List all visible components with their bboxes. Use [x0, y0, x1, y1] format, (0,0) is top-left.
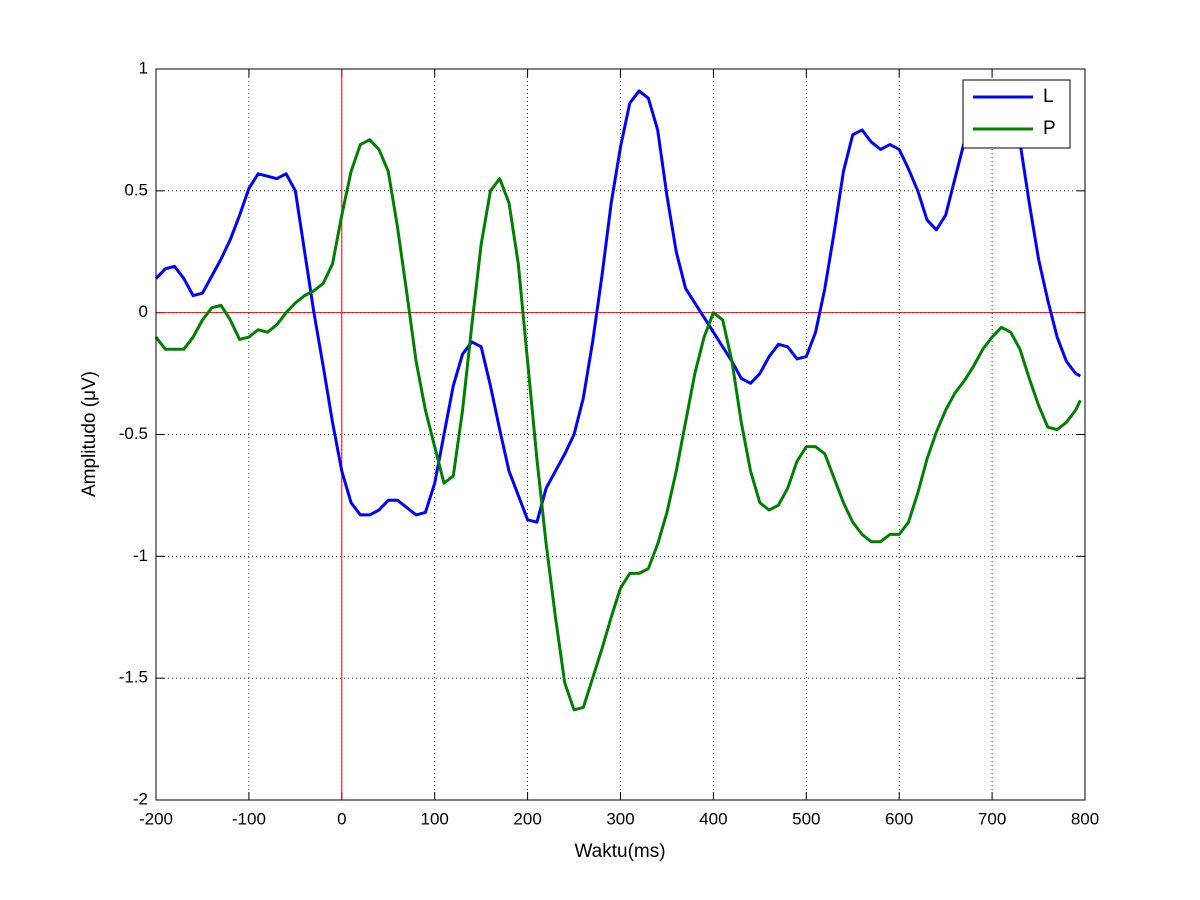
y-tick-label: -0.5 [119, 424, 148, 443]
x-tick-label: 700 [978, 809, 1006, 828]
x-tick-label: 100 [421, 809, 449, 828]
legend-label: P [1043, 118, 1056, 139]
x-tick-label: 400 [699, 809, 727, 828]
y-tick-label: 0.5 [124, 180, 148, 199]
x-axis-label: Waktu(ms) [574, 841, 665, 862]
y-tick-label: -1.5 [119, 668, 148, 687]
x-tick-label: -100 [232, 809, 266, 828]
series-line [154, 138, 1082, 712]
x-tick-label: -200 [139, 809, 173, 828]
y-tick-label: 0 [139, 302, 148, 321]
axes-box [155, 68, 1086, 801]
x-tick-label: 300 [606, 809, 634, 828]
y-tick-label: -2 [133, 789, 148, 808]
x-tick-label: 600 [885, 809, 913, 828]
y-tick-label: 1 [139, 58, 148, 77]
legend-box [962, 79, 1071, 149]
x-tick-label: 0 [337, 809, 346, 828]
x-tick-label: 800 [1071, 809, 1099, 828]
x-tick-label: 500 [792, 809, 820, 828]
y-tick-label: -1 [133, 546, 148, 565]
x-tick-label: 200 [513, 809, 541, 828]
legend-label: L [1043, 86, 1054, 107]
y-axis-label: Amplitudo (μV) [79, 371, 100, 497]
